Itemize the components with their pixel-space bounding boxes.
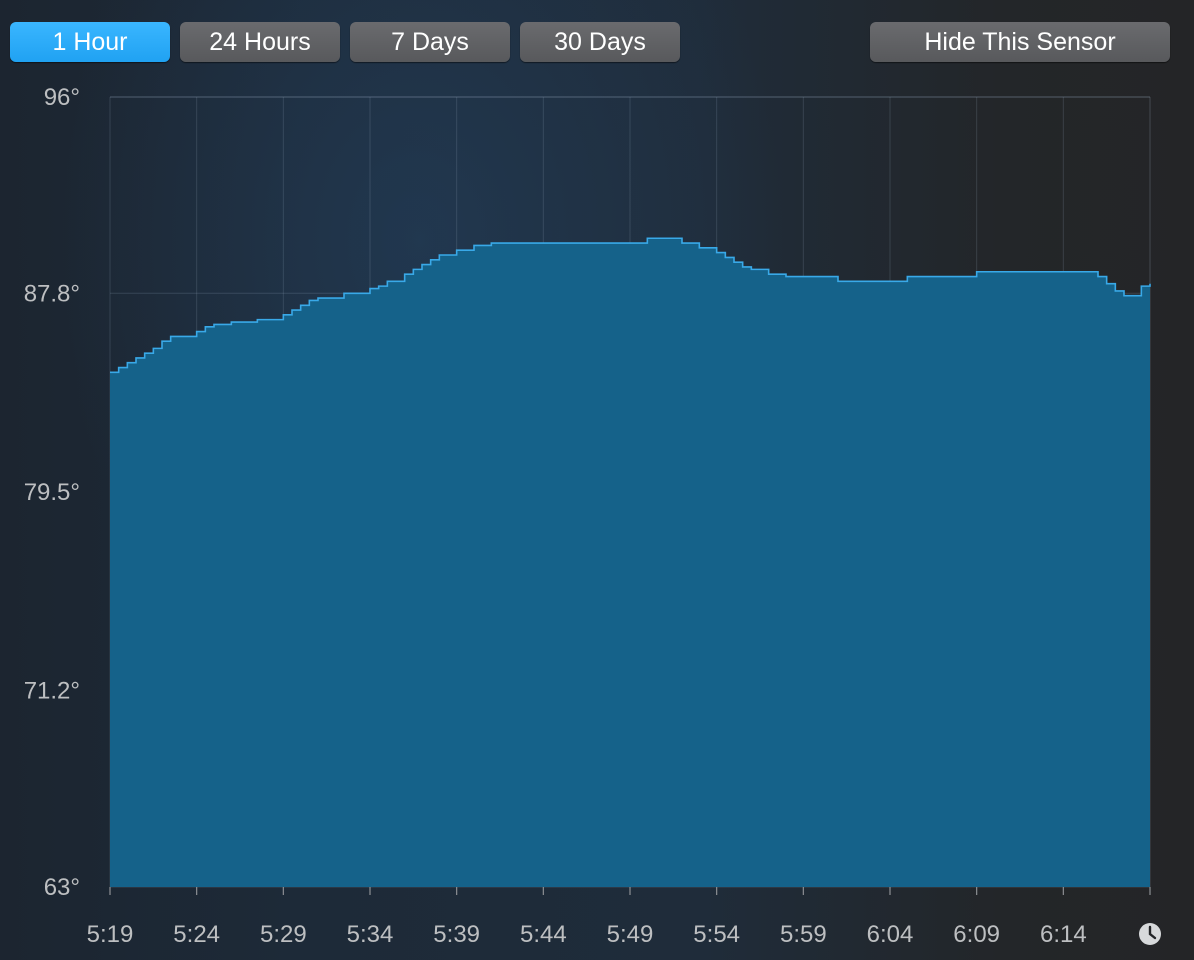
range-24-hours-button[interactable]: 24 Hours bbox=[180, 22, 340, 62]
x-tick-label: 5:44 bbox=[520, 921, 567, 948]
y-tick-label: 79.5° bbox=[24, 479, 80, 506]
x-tick-label: 5:24 bbox=[173, 921, 220, 948]
x-tick-label: 5:34 bbox=[347, 921, 394, 948]
temperature-area bbox=[110, 238, 1150, 887]
y-tick-label: 87.8° bbox=[24, 280, 80, 307]
x-tick-label: 5:29 bbox=[260, 921, 307, 948]
x-axis-ticks: 5:19 5:24 5:29 5:34 5:39 5:44 5:49 5:54 5:59 6:04… bbox=[87, 887, 1151, 948]
y-tick-label: 96° bbox=[44, 84, 80, 111]
x-tick-label: 5:54 bbox=[693, 921, 740, 948]
y-axis-ticks: 96° 87.8° 79.5° 71.2° 63° bbox=[24, 84, 80, 901]
y-tick-label: 63° bbox=[44, 874, 80, 901]
hide-sensor-button[interactable]: Hide This Sensor bbox=[870, 22, 1170, 62]
temperature-line bbox=[110, 237, 1151, 374]
x-tick-label: 5:39 bbox=[433, 921, 480, 948]
x-tick-label: 6:14 bbox=[1040, 921, 1087, 948]
chart-area-layer bbox=[110, 237, 1151, 887]
x-tick-label: 6:09 bbox=[953, 921, 1000, 948]
x-tick-label: 5:59 bbox=[780, 921, 827, 948]
y-tick-label: 71.2° bbox=[24, 678, 80, 705]
range-1-hour-button[interactable]: 1 Hour bbox=[10, 22, 170, 62]
x-tick-label: 6:04 bbox=[867, 921, 914, 948]
range-7-days-button[interactable]: 7 Days bbox=[350, 22, 510, 62]
x-tick-label: 5:19 bbox=[87, 921, 134, 948]
clock-icon[interactable] bbox=[1139, 923, 1161, 945]
x-tick-label: 5:49 bbox=[607, 921, 654, 948]
range-30-days-button[interactable]: 30 Days bbox=[520, 22, 680, 62]
